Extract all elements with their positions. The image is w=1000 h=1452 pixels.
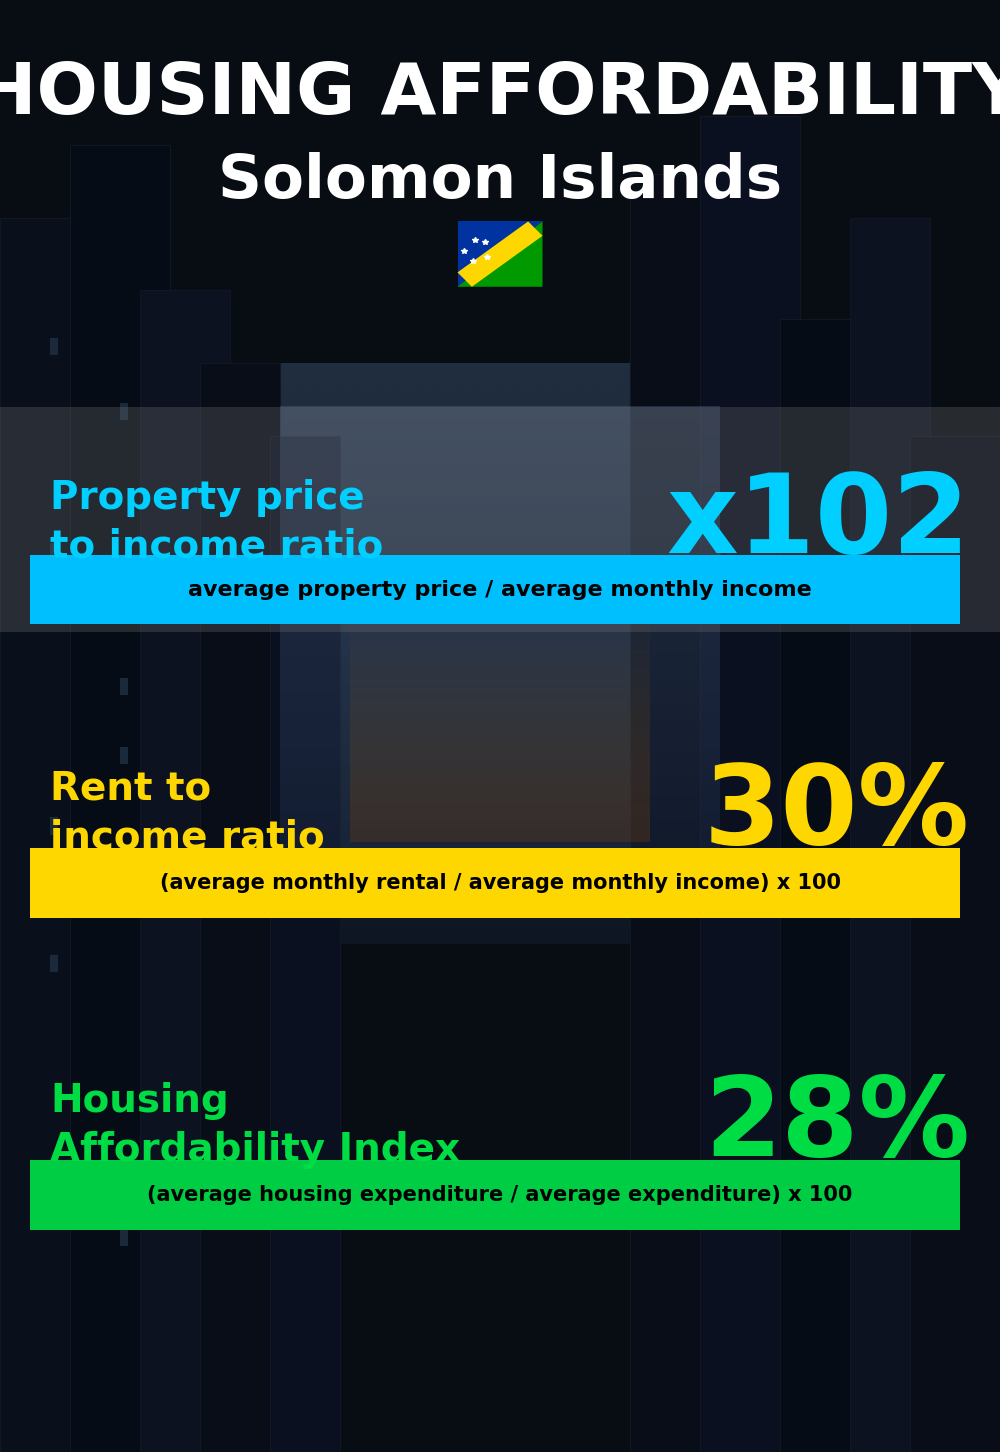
Text: 28%: 28% (704, 1072, 970, 1179)
Text: x102: x102 (666, 469, 970, 576)
Bar (910, 436, 1000, 1452)
Text: Property price
to income ratio: Property price to income ratio (50, 479, 383, 566)
Bar (120, 1228, 128, 1246)
Bar (120, 402, 128, 420)
Text: 30%: 30% (704, 759, 970, 867)
Bar (120, 884, 128, 902)
Bar (200, 363, 280, 1452)
Bar (630, 174, 720, 1452)
Bar (50, 543, 58, 560)
Text: Solomon Islands: Solomon Islands (218, 152, 782, 211)
Bar (30, 1160, 960, 1230)
Bar (0, 407, 1000, 632)
Bar (780, 319, 870, 1452)
Bar (270, 436, 340, 1452)
Text: average property price / average monthly income: average property price / average monthly… (188, 579, 812, 600)
Bar (30, 555, 960, 624)
Text: Housing
Affordability Index: Housing Affordability Index (50, 1082, 460, 1169)
Bar (120, 678, 128, 696)
Bar (850, 218, 930, 1452)
Text: (average housing expenditure / average expenditure) x 100: (average housing expenditure / average e… (147, 1185, 853, 1205)
Bar (700, 116, 800, 1452)
Bar (50, 886, 58, 903)
Text: (average monthly rental / average monthly income) x 100: (average monthly rental / average monthl… (160, 873, 840, 893)
Bar (30, 848, 960, 918)
Text: Rent to
income ratio: Rent to income ratio (50, 770, 325, 857)
Bar (120, 746, 128, 764)
Polygon shape (458, 221, 542, 287)
Polygon shape (458, 221, 542, 287)
Bar (0, 218, 100, 1452)
Bar (50, 954, 58, 971)
Bar (120, 1160, 128, 1178)
Bar (50, 817, 58, 835)
Polygon shape (458, 221, 542, 287)
Bar (140, 290, 230, 1452)
Text: HOUSING AFFORDABILITY: HOUSING AFFORDABILITY (0, 60, 1000, 129)
Bar (70, 145, 170, 1452)
Bar (50, 337, 58, 354)
